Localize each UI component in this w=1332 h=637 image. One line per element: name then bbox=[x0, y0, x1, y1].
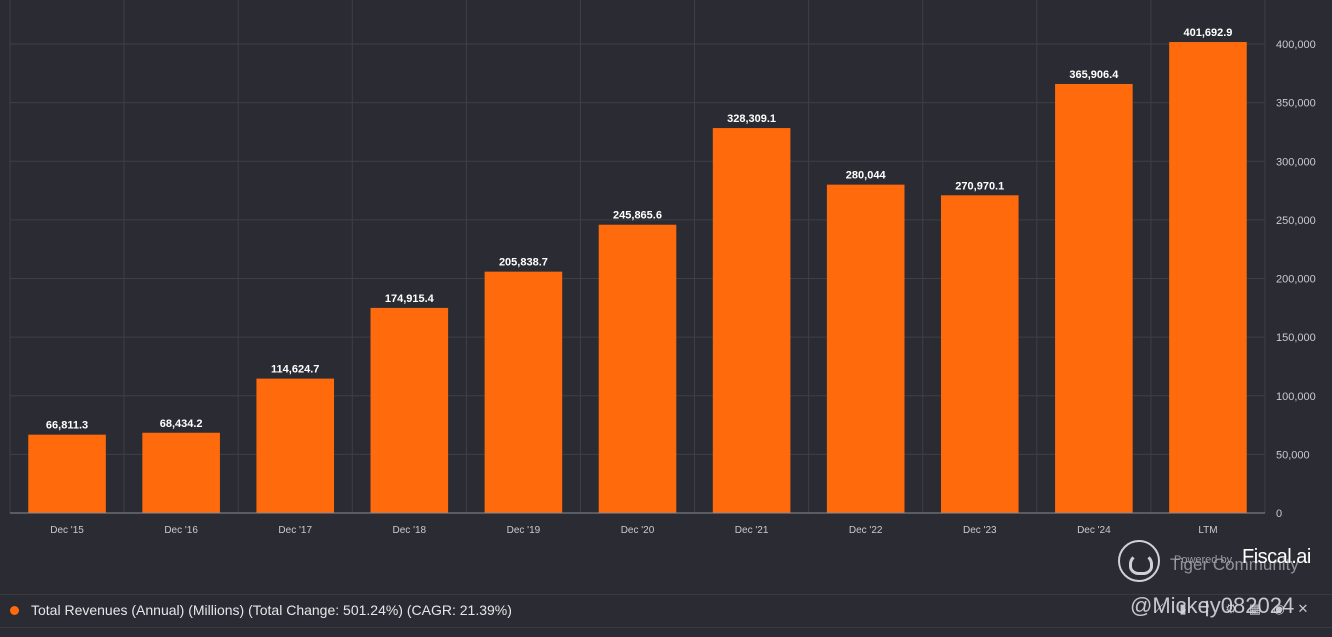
revenue-bar-chart: 66,811.3 68,434.2 114,624.7 174,915.4 205,83… bbox=[9, 0, 1316, 536]
candle-icon[interactable]: ┃ bbox=[1203, 601, 1211, 616]
data-label: 68,434.2 bbox=[160, 418, 203, 430]
bar-chart-icon[interactable]: ▮ bbox=[1179, 601, 1187, 616]
bar[interactable] bbox=[1055, 83, 1133, 514]
data-label: 245,865.6 bbox=[613, 210, 662, 222]
bar[interactable] bbox=[370, 307, 449, 513]
bar[interactable] bbox=[484, 271, 563, 513]
chart-toolbar: ⟋ ▮ ┃ ⚙ ▦ ◉ ✕ bbox=[1152, 601, 1310, 617]
tiger-logo-icon bbox=[1118, 540, 1160, 582]
y-axis-ticks: 0 50,000 100,000 150,000 200,000 250,000 300,0… bbox=[1276, 39, 1316, 520]
data-label: 365,906.4 bbox=[1069, 69, 1119, 81]
x-tick-label: Dec '22 bbox=[849, 525, 883, 536]
y-tick-label: 300,000 bbox=[1276, 156, 1316, 168]
bar[interactable] bbox=[142, 432, 220, 513]
data-label: 114,624.7 bbox=[271, 364, 319, 376]
x-tick-label: Dec '17 bbox=[278, 525, 312, 536]
branding: Powered by Tiger Community Fiscal.ai bbox=[1118, 538, 1328, 588]
x-tick-label: Dec '23 bbox=[963, 525, 997, 536]
close-icon[interactable]: ✕ bbox=[1297, 601, 1309, 616]
y-tick-label: 150,000 bbox=[1276, 332, 1316, 344]
data-label: 205,838.7 bbox=[499, 257, 548, 269]
y-tick-label: 50,000 bbox=[1276, 449, 1310, 461]
x-tick-label: LTM bbox=[1198, 525, 1217, 536]
x-axis-ticks: Dec '15 Dec '16 Dec '17 Dec '18 Dec '19 Dec '… bbox=[50, 525, 1217, 536]
user-handle: @Mickey082024 bbox=[1130, 593, 1295, 618]
data-label: 270,970.1 bbox=[955, 180, 1004, 192]
bar[interactable] bbox=[28, 434, 106, 513]
bar[interactable] bbox=[826, 184, 905, 513]
bar[interactable] bbox=[598, 224, 677, 513]
data-label: 401,692.9 bbox=[1183, 27, 1232, 39]
table-icon[interactable]: ▦ bbox=[1248, 601, 1262, 616]
legend-label: Total Revenues (Annual) (Millions) (Tota… bbox=[31, 602, 512, 618]
settings-icon[interactable]: ⚙ bbox=[1225, 601, 1237, 616]
y-tick-label: 350,000 bbox=[1276, 98, 1316, 110]
data-label: 66,811.3 bbox=[46, 420, 88, 432]
chart-footer: Total Revenues (Annual) (Millions) (Tota… bbox=[0, 594, 1332, 628]
line-chart-icon[interactable]: ⟋ bbox=[1154, 601, 1164, 616]
data-label: 280,044 bbox=[846, 170, 887, 182]
x-tick-label: Dec '16 bbox=[164, 525, 198, 536]
legend-marker bbox=[10, 605, 19, 615]
bars bbox=[28, 42, 1247, 514]
x-tick-label: Dec '21 bbox=[735, 525, 769, 536]
bar[interactable] bbox=[940, 195, 1019, 514]
x-tick-label: Dec '24 bbox=[1077, 525, 1111, 536]
data-labels: 66,811.3 68,434.2 114,624.7 174,915.4 205,83… bbox=[46, 27, 1232, 432]
bar[interactable] bbox=[712, 128, 791, 513]
x-tick-label: Dec '18 bbox=[393, 525, 427, 536]
legend[interactable]: Total Revenues (Annual) (Millions) (Tota… bbox=[10, 602, 512, 618]
x-tick-label: Dec '15 bbox=[50, 525, 84, 536]
y-tick-label: 200,000 bbox=[1276, 274, 1316, 286]
fiscal-logo-text: Fiscal.ai bbox=[1242, 546, 1311, 568]
y-tick-label: 100,000 bbox=[1276, 391, 1316, 403]
view-icon[interactable]: ◉ bbox=[1273, 601, 1285, 616]
y-tick-label: 0 bbox=[1276, 508, 1282, 520]
x-tick-label: Dec '19 bbox=[507, 525, 541, 536]
bar[interactable] bbox=[256, 378, 335, 513]
data-label: 328,309.1 bbox=[727, 113, 776, 125]
x-tick-label: Dec '20 bbox=[621, 525, 655, 536]
y-tick-label: 400,000 bbox=[1276, 39, 1316, 51]
y-tick-label: 250,000 bbox=[1276, 215, 1316, 227]
watermark-text: Tiger Community bbox=[1170, 555, 1299, 574]
bar[interactable] bbox=[1169, 42, 1247, 513]
data-label: 174,915.4 bbox=[385, 293, 435, 305]
x-gridlines bbox=[9, 0, 1266, 513]
powered-by-text: Powered by bbox=[1174, 554, 1233, 566]
